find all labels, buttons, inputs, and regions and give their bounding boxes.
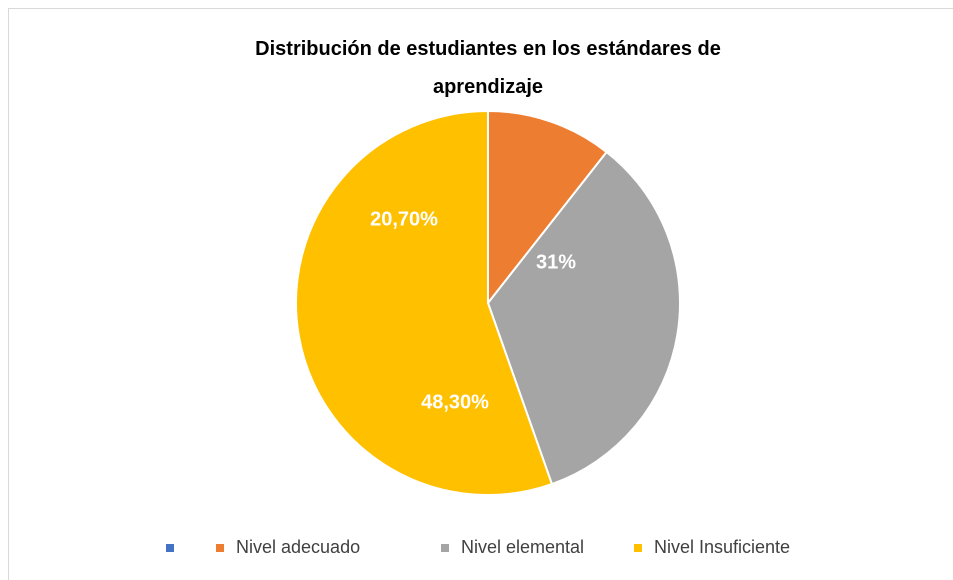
chart-title: Distribución de estudiantes en los están… xyxy=(255,38,721,98)
data-label: 20,70% xyxy=(370,208,438,230)
pie-slice xyxy=(486,150,681,486)
legend-label: Nivel elemental xyxy=(461,537,584,557)
legend-label: Nivel adecuado xyxy=(236,537,360,557)
pie-slice xyxy=(295,109,554,496)
legend-marker xyxy=(634,544,642,552)
legend-label: Nivel Insuficiente xyxy=(654,537,790,557)
legend-marker xyxy=(216,544,224,552)
legend-marker xyxy=(166,544,174,552)
data-label: 31% xyxy=(536,251,576,273)
legend-marker xyxy=(441,544,449,552)
data-label: 48,30% xyxy=(421,391,489,413)
pie-slice xyxy=(487,109,609,306)
